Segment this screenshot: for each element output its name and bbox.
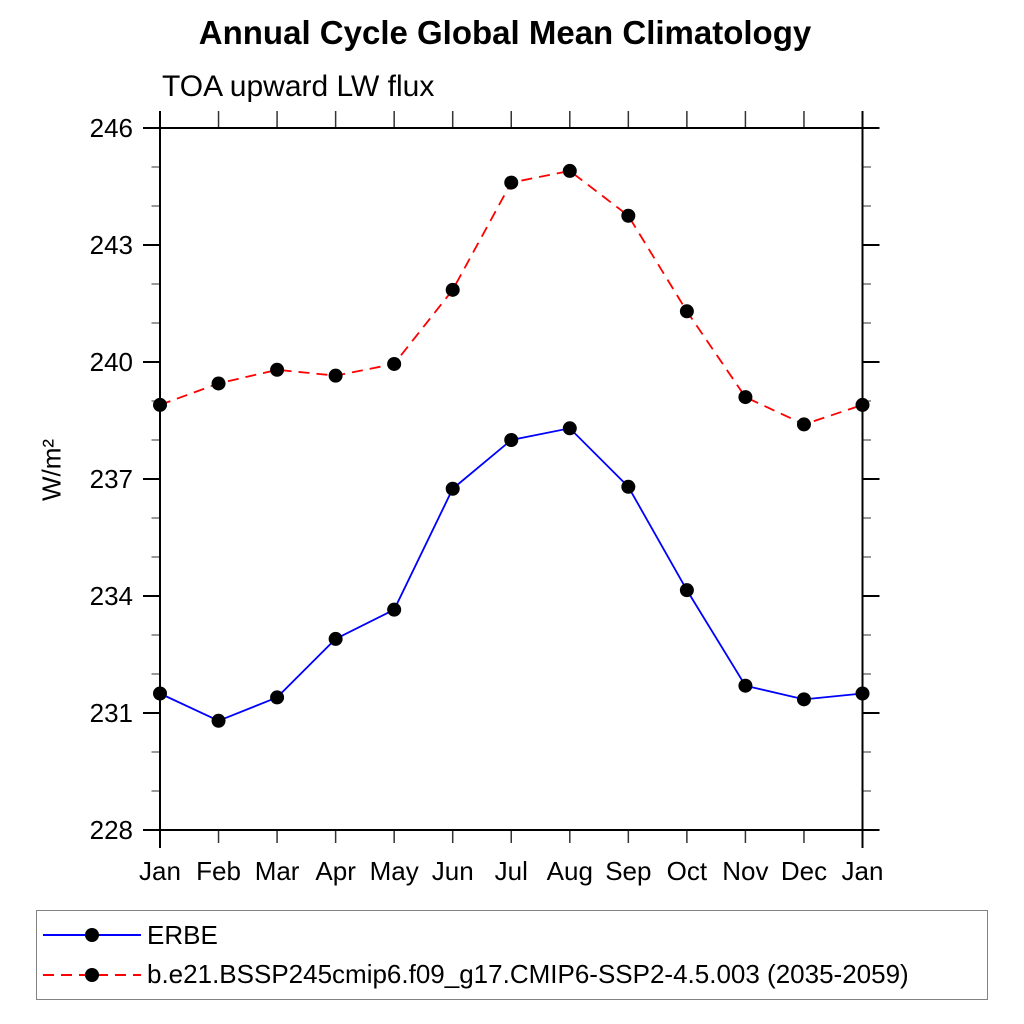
legend-item-erbe: ERBE [40, 920, 987, 951]
svg-text:May: May [370, 856, 419, 886]
svg-text:228: 228 [90, 815, 133, 845]
svg-text:Dec: Dec [781, 856, 827, 886]
svg-text:Aug: Aug [547, 856, 593, 886]
svg-text:Mar: Mar [255, 856, 300, 886]
legend-item-model: b.e21.BSSP245cmip6.f09_g17.CMIP6-SSP2-4.… [40, 959, 987, 990]
svg-text:240: 240 [90, 347, 133, 377]
svg-text:Oct: Oct [667, 856, 708, 886]
svg-text:237: 237 [90, 464, 133, 494]
svg-text:Jul: Jul [495, 856, 528, 886]
svg-text:Sep: Sep [605, 856, 651, 886]
legend-box: ERBE b.e21.BSSP245cmip6.f09_g17.CMIP6-SS… [36, 910, 988, 1000]
svg-text:243: 243 [90, 230, 133, 260]
svg-text:Jan: Jan [139, 856, 181, 886]
chart-subtitle: TOA upward LW flux [162, 70, 435, 103]
legend-label-model: b.e21.BSSP245cmip6.f09_g17.CMIP6-SSP2-4.… [147, 959, 909, 990]
svg-text:Apr: Apr [315, 856, 356, 886]
svg-text:Jun: Jun [432, 856, 474, 886]
chart-title: Annual Cycle Global Mean Climatology [198, 14, 812, 51]
legend-line-solid-icon [43, 928, 141, 943]
svg-text:Feb: Feb [196, 856, 241, 886]
svg-text:234: 234 [90, 581, 133, 611]
svg-text:231: 231 [90, 698, 133, 728]
svg-text:246: 246 [90, 113, 133, 143]
legend-label-erbe: ERBE [147, 919, 218, 950]
svg-text:Jan: Jan [842, 856, 884, 886]
legend-line-dashed-icon [43, 967, 141, 982]
svg-text:Nov: Nov [722, 856, 768, 886]
